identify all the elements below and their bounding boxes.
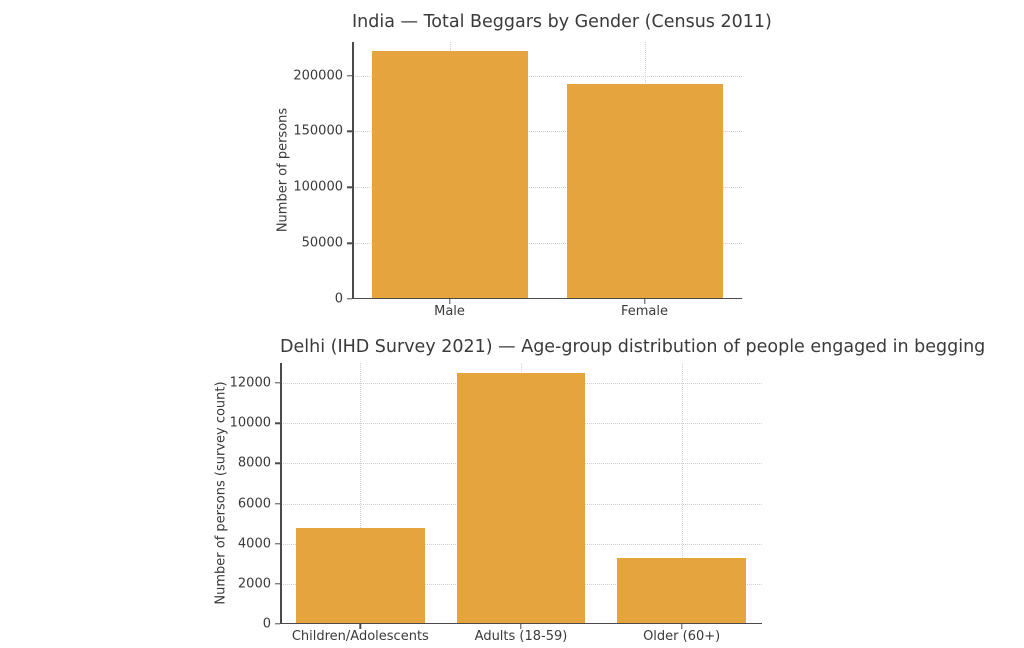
y-tick-mark (275, 623, 280, 625)
y-axis-label: Number of persons (survey count) (213, 381, 229, 605)
y-tick-mark (347, 130, 352, 133)
y-tick-label: 6000 (237, 496, 271, 512)
bar-children-adolescents (296, 527, 425, 624)
y-tick-mark (275, 422, 280, 424)
y-tick-label: 10000 (229, 415, 271, 431)
gridline-horizontal (352, 243, 742, 245)
x-tick-label: Children/Adolescents (291, 629, 429, 644)
y-tick-label: 100000 (293, 179, 343, 195)
y-tick-label: 50000 (301, 235, 343, 251)
y-tick-mark (275, 462, 280, 465)
plot-area: 0 2000 4000 6000 8000 10000 12000 Children/Adol… (230, 363, 762, 644)
gridline-vertical (360, 363, 362, 624)
bar-adults-18-59 (456, 373, 586, 624)
y-axis-label: Number of persons (275, 107, 291, 233)
x-tick-mark (359, 624, 362, 629)
x-tick-label: Male (434, 304, 465, 319)
bar-female (566, 84, 723, 299)
y-tick-label: 4000 (237, 536, 271, 552)
bar-male (371, 51, 528, 299)
y-tick-label: 0 (262, 616, 271, 632)
x-tick-mark (520, 624, 522, 629)
x-axis-spine (280, 622, 762, 624)
gridline-horizontal (352, 131, 742, 133)
x-tick-mark (680, 624, 683, 629)
gridline-horizontal (352, 75, 742, 77)
x-tick-label: Adults (18-59) (474, 629, 568, 644)
gridline-vertical (681, 363, 683, 624)
x-tick-label: Older (60+) (643, 629, 721, 644)
y-tick-mark (275, 502, 280, 505)
y-tick-mark (347, 74, 352, 77)
y-tick-label: 8000 (237, 455, 271, 471)
chart-title: Delhi (IHD Survey 2021) — Age-group dist… (280, 337, 986, 357)
y-tick-label: 0 (334, 291, 343, 307)
bar-older-60 (617, 557, 746, 624)
x-tick-label: Female (620, 304, 669, 319)
y-tick-mark (347, 298, 352, 300)
y-tick-mark (347, 242, 352, 244)
y-tick-label: 2000 (237, 576, 271, 592)
y-tick-label: 200000 (293, 68, 343, 84)
chart-title: India — Total Beggars by Gender (Census … (352, 12, 772, 32)
x-tick-mark (643, 299, 646, 304)
y-tick-label: 12000 (229, 375, 271, 391)
y-tick-mark (275, 542, 280, 545)
y-tick-label: 150000 (293, 123, 343, 139)
y-tick-mark (275, 382, 280, 384)
gridline-horizontal (352, 187, 742, 189)
y-axis-spine (280, 363, 282, 624)
x-axis-spine (352, 297, 742, 299)
y-tick-mark (347, 186, 352, 188)
x-tick-mark (448, 299, 451, 304)
y-axis-spine (352, 42, 354, 299)
y-tick-mark (275, 583, 280, 585)
plot-area: 0 50000 100000 150000 200000 Male Female (293, 42, 742, 319)
